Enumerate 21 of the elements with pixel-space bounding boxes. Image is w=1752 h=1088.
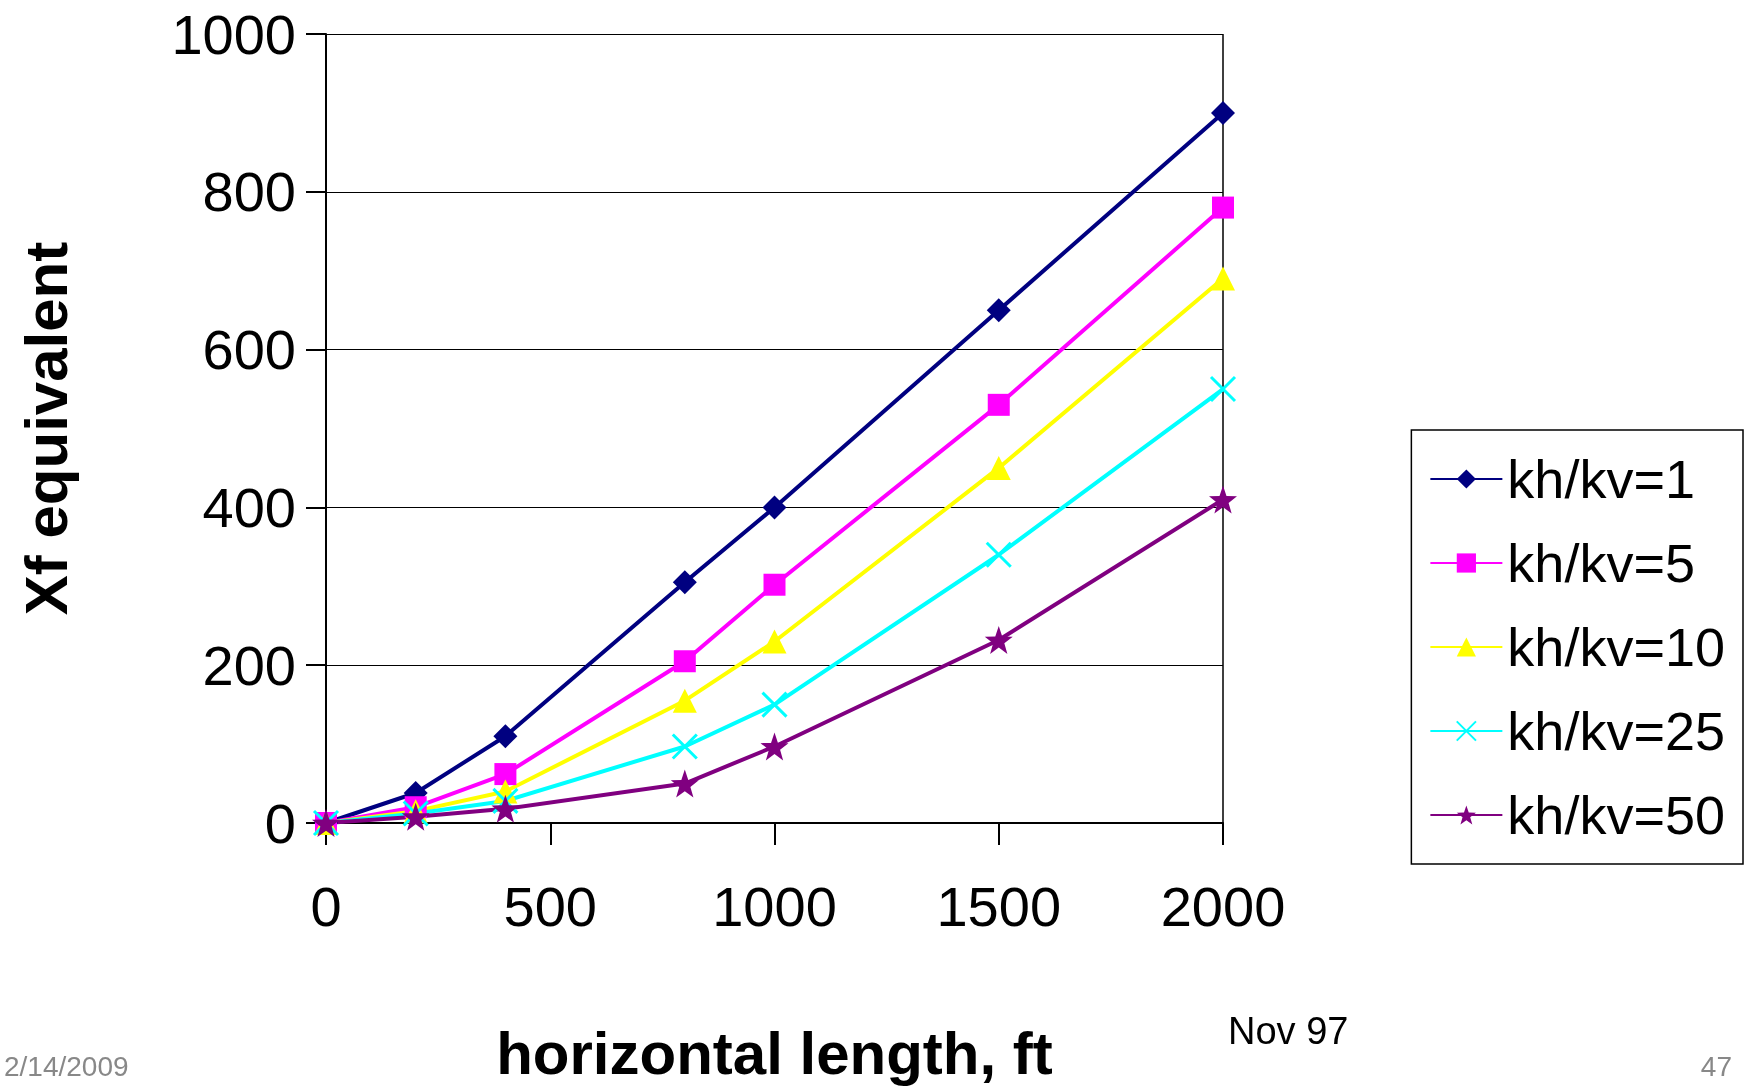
y-tick-label: 1000 bbox=[171, 2, 296, 66]
x-tick-label: 1500 bbox=[936, 874, 1062, 938]
legend-label: kh/kv=1 bbox=[1507, 449, 1695, 509]
x-tick-label: 2000 bbox=[1160, 874, 1286, 938]
legend-label: kh/kv=5 bbox=[1507, 533, 1695, 593]
legend-label: kh/kv=50 bbox=[1507, 785, 1726, 845]
y-tick-label: 800 bbox=[202, 160, 296, 224]
y-tick-label: 600 bbox=[202, 318, 296, 382]
text: 2/14/2009 bbox=[4, 1050, 129, 1082]
y-tick-label: 200 bbox=[202, 633, 296, 697]
y-axis-title: Xf equivalent bbox=[12, 241, 80, 616]
y-tick-label: 400 bbox=[202, 475, 296, 539]
text: Nov 97 bbox=[1228, 1010, 1349, 1052]
x-axis-title: horizontal length, ft bbox=[496, 1019, 1053, 1087]
legend-label: kh/kv=10 bbox=[1507, 617, 1726, 677]
y-tick-label: 0 bbox=[264, 791, 296, 855]
x-tick-label: 1000 bbox=[712, 874, 837, 938]
x-tick-label: 0 bbox=[310, 874, 342, 938]
legend-label: kh/kv=25 bbox=[1507, 701, 1726, 761]
text: 47 bbox=[1700, 1050, 1733, 1082]
x-tick-label: 500 bbox=[503, 874, 597, 938]
